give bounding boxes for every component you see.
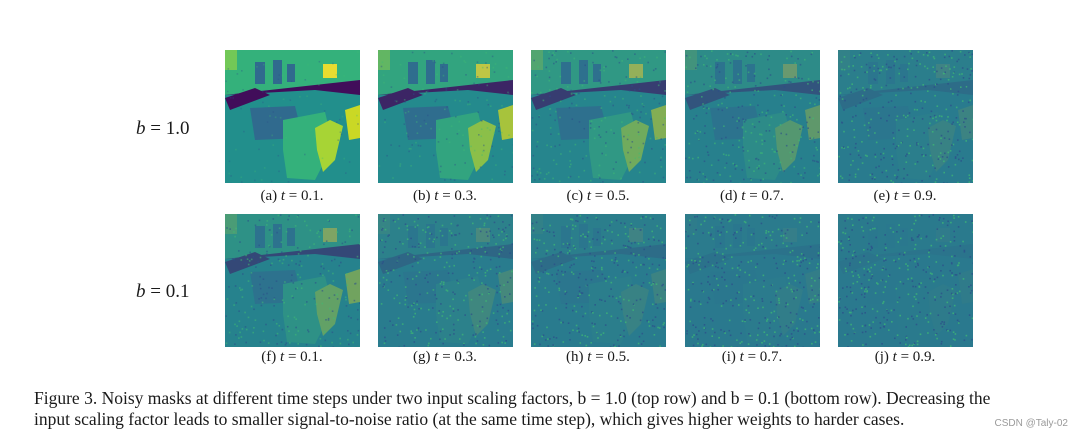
subfigure-letter: (e) <box>873 188 894 204</box>
subfigure-letter: (h) <box>566 349 588 365</box>
subfigure-letter: (d) <box>720 188 742 204</box>
subfigure-value: = 0.7. <box>745 188 784 204</box>
figure-caption: Figure 3. Noisy masks at different time … <box>34 388 1064 430</box>
subfigure-letter: (g) <box>413 349 435 365</box>
noisy-mask-image <box>225 50 360 183</box>
subfigure-caption: (d) t = 0.7. <box>677 188 827 205</box>
subfigure-letter: (i) <box>721 349 740 365</box>
noisy-mask-image <box>685 214 820 347</box>
subfigure-value: = 0.3. <box>438 349 477 365</box>
subfigure-letter: (c) <box>566 188 587 204</box>
noisy-mask-image <box>378 214 513 347</box>
subfigure-variable: t <box>893 188 899 204</box>
subfigure-variable: t <box>741 188 746 204</box>
subfigure-variable: t <box>739 349 744 365</box>
subfigure-variable: t <box>892 349 897 365</box>
subfigure-letter: (a) <box>260 188 281 204</box>
subfigure-caption: (e) t = 0.9. <box>830 188 980 205</box>
subfigure-caption: (a) t = 0.1. <box>217 188 367 205</box>
subfigure-variable: t <box>280 188 286 204</box>
subfigure-value: = 0.5. <box>591 349 630 365</box>
subfigure-caption: (b) t = 0.3. <box>370 188 520 205</box>
subfigure-caption: (h) t = 0.5. <box>523 349 673 366</box>
subfigure-variable: t <box>586 188 592 204</box>
noisy-mask-image <box>531 214 666 347</box>
subfigure-caption: (j) t = 0.9. <box>830 349 980 366</box>
subfigure-value: = 0.7. <box>743 349 783 365</box>
subfigure-variable: t <box>587 349 592 365</box>
subfigure-value: = 0.1. <box>284 349 323 365</box>
figure-caption-line-1: Figure 3. Noisy masks at different time … <box>34 388 991 408</box>
subfigure-variable: t <box>434 188 439 204</box>
watermark: CSDN @Taly-02 <box>994 418 1068 429</box>
noisy-mask-image <box>685 50 820 183</box>
row-label-b-1: b = 1.0 <box>136 118 216 140</box>
subfigure-value: = 0.3. <box>438 188 477 204</box>
row-label-var: b <box>136 281 146 302</box>
subfigure-caption: (c) t = 0.5. <box>523 188 673 205</box>
subfigure-caption: (f) t = 0.1. <box>217 349 367 366</box>
subfigure-letter: (j) <box>874 349 893 365</box>
noisy-mask-image <box>225 214 360 347</box>
row-label-var: b <box>136 118 146 139</box>
row-label-b-0-1: b = 0.1 <box>136 281 216 303</box>
subfigure-variable: t <box>280 349 285 365</box>
noisy-mask-image <box>838 50 973 183</box>
figure-caption-line-2: input scaling factor leads to smaller si… <box>34 409 905 429</box>
subfigure-letter: (f) <box>261 349 281 365</box>
subfigure-caption: (g) t = 0.3. <box>370 349 520 366</box>
subfigure-value: = 0.1. <box>285 188 324 204</box>
row-label-value: = 1.0 <box>145 118 190 139</box>
noisy-mask-image <box>531 50 666 183</box>
noisy-mask-image <box>378 50 513 183</box>
subfigure-caption: (i) t = 0.7. <box>677 349 827 366</box>
row-label-value: = 0.1 <box>145 281 190 302</box>
subfigure-value: = 0.5. <box>591 188 630 204</box>
subfigure-variable: t <box>434 349 439 365</box>
noisy-mask-image <box>838 214 973 347</box>
subfigure-value: = 0.9. <box>896 349 936 365</box>
subfigure-value: = 0.9. <box>898 188 937 204</box>
subfigure-letter: (b) <box>413 188 435 204</box>
